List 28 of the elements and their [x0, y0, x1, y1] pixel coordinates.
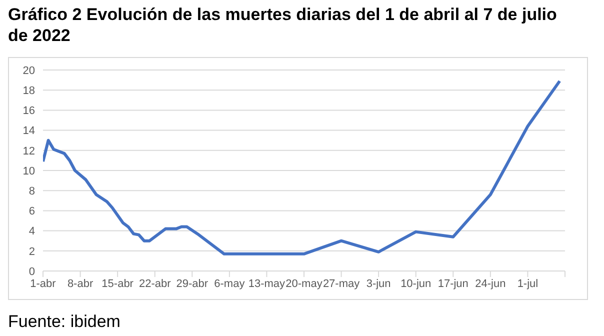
x-tick-label: 8-abr	[67, 278, 94, 290]
y-tick-label: 6	[28, 206, 35, 218]
y-tick-label: 12	[22, 145, 35, 158]
y-tick-label: 10	[22, 165, 35, 178]
y-tick-label: 4	[28, 226, 35, 238]
x-tick-label: 6-may	[214, 278, 246, 290]
x-tick-label: 17-jun	[438, 278, 468, 290]
x-tick-label: 20-may	[286, 278, 323, 290]
source-note: Fuente: ibidem	[8, 312, 120, 332]
x-tick-label: 22-abr	[138, 278, 172, 290]
x-tick-label: 15-abr	[102, 278, 134, 290]
x-tick-label: 24-jun	[475, 278, 506, 290]
x-tick-label: 10-jun	[400, 278, 432, 290]
x-tick-label: 27-may	[322, 278, 360, 290]
x-tick-label: 1-jul	[517, 278, 538, 290]
x-tick-label: 3-jun	[366, 278, 391, 290]
y-tick-label: 18	[22, 85, 35, 98]
chart-title: Gráfico 2 Evolución de las muertes diarias del 1 de abril al 7 de julio de 2022	[8, 4, 558, 46]
line-series	[43, 80, 562, 256]
x-tick-label: 13-may	[248, 278, 286, 290]
y-tick-label: 2	[28, 246, 35, 258]
x-tick-label: 1-abr	[30, 278, 56, 290]
y-tick-label: 14	[22, 125, 35, 138]
y-tick-label: 20	[22, 64, 35, 77]
y-tick-label: 8	[28, 186, 35, 198]
y-tick-label: 16	[22, 105, 35, 118]
y-tick-label: 0	[28, 266, 35, 278]
x-tick-label: 29-abr	[176, 278, 208, 290]
